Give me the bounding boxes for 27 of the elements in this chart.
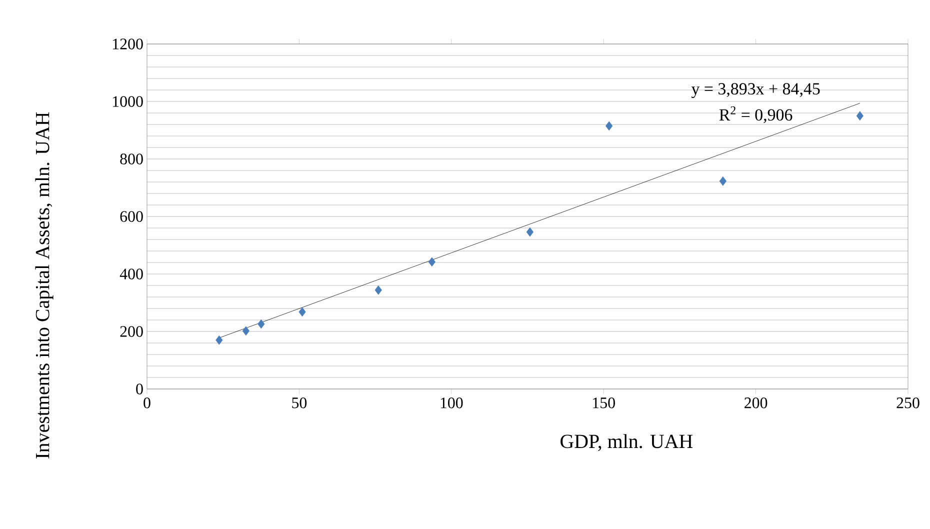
x-tick-label: 0 [144,398,150,408]
point [526,227,534,237]
y-tick-label: 400 [120,268,143,280]
x-tick-label: 100 [440,398,463,408]
x-tick-label: 250 [896,398,920,408]
y-tick-label: 0 [136,384,143,394]
x-tick-label: 150 [593,398,615,408]
x-tick-label: 200 [744,398,768,408]
point [258,319,265,329]
point [606,121,613,131]
point [242,326,250,336]
point [298,307,306,317]
y-tick-label: 200 [120,326,143,337]
point [428,257,436,267]
x-tick-label: 50 [292,398,307,408]
point [719,176,726,186]
point [374,285,382,295]
annotation: y = 3,893x + 84,45 [691,83,820,98]
x-axis-title: GDP, mln. UAH [560,434,693,452]
y-tick-label: 600 [120,211,143,222]
y-tick-label: 800 [120,154,143,164]
y-axis-title: Investments into Capital Assets, mln. UAH [35,112,54,459]
point [856,111,864,121]
y-tick-label: 1000 [113,96,143,107]
point [216,335,223,345]
annotation: R$^{2}$ = 0,906 [719,106,792,124]
y-tick-label: 1200 [113,38,143,50]
